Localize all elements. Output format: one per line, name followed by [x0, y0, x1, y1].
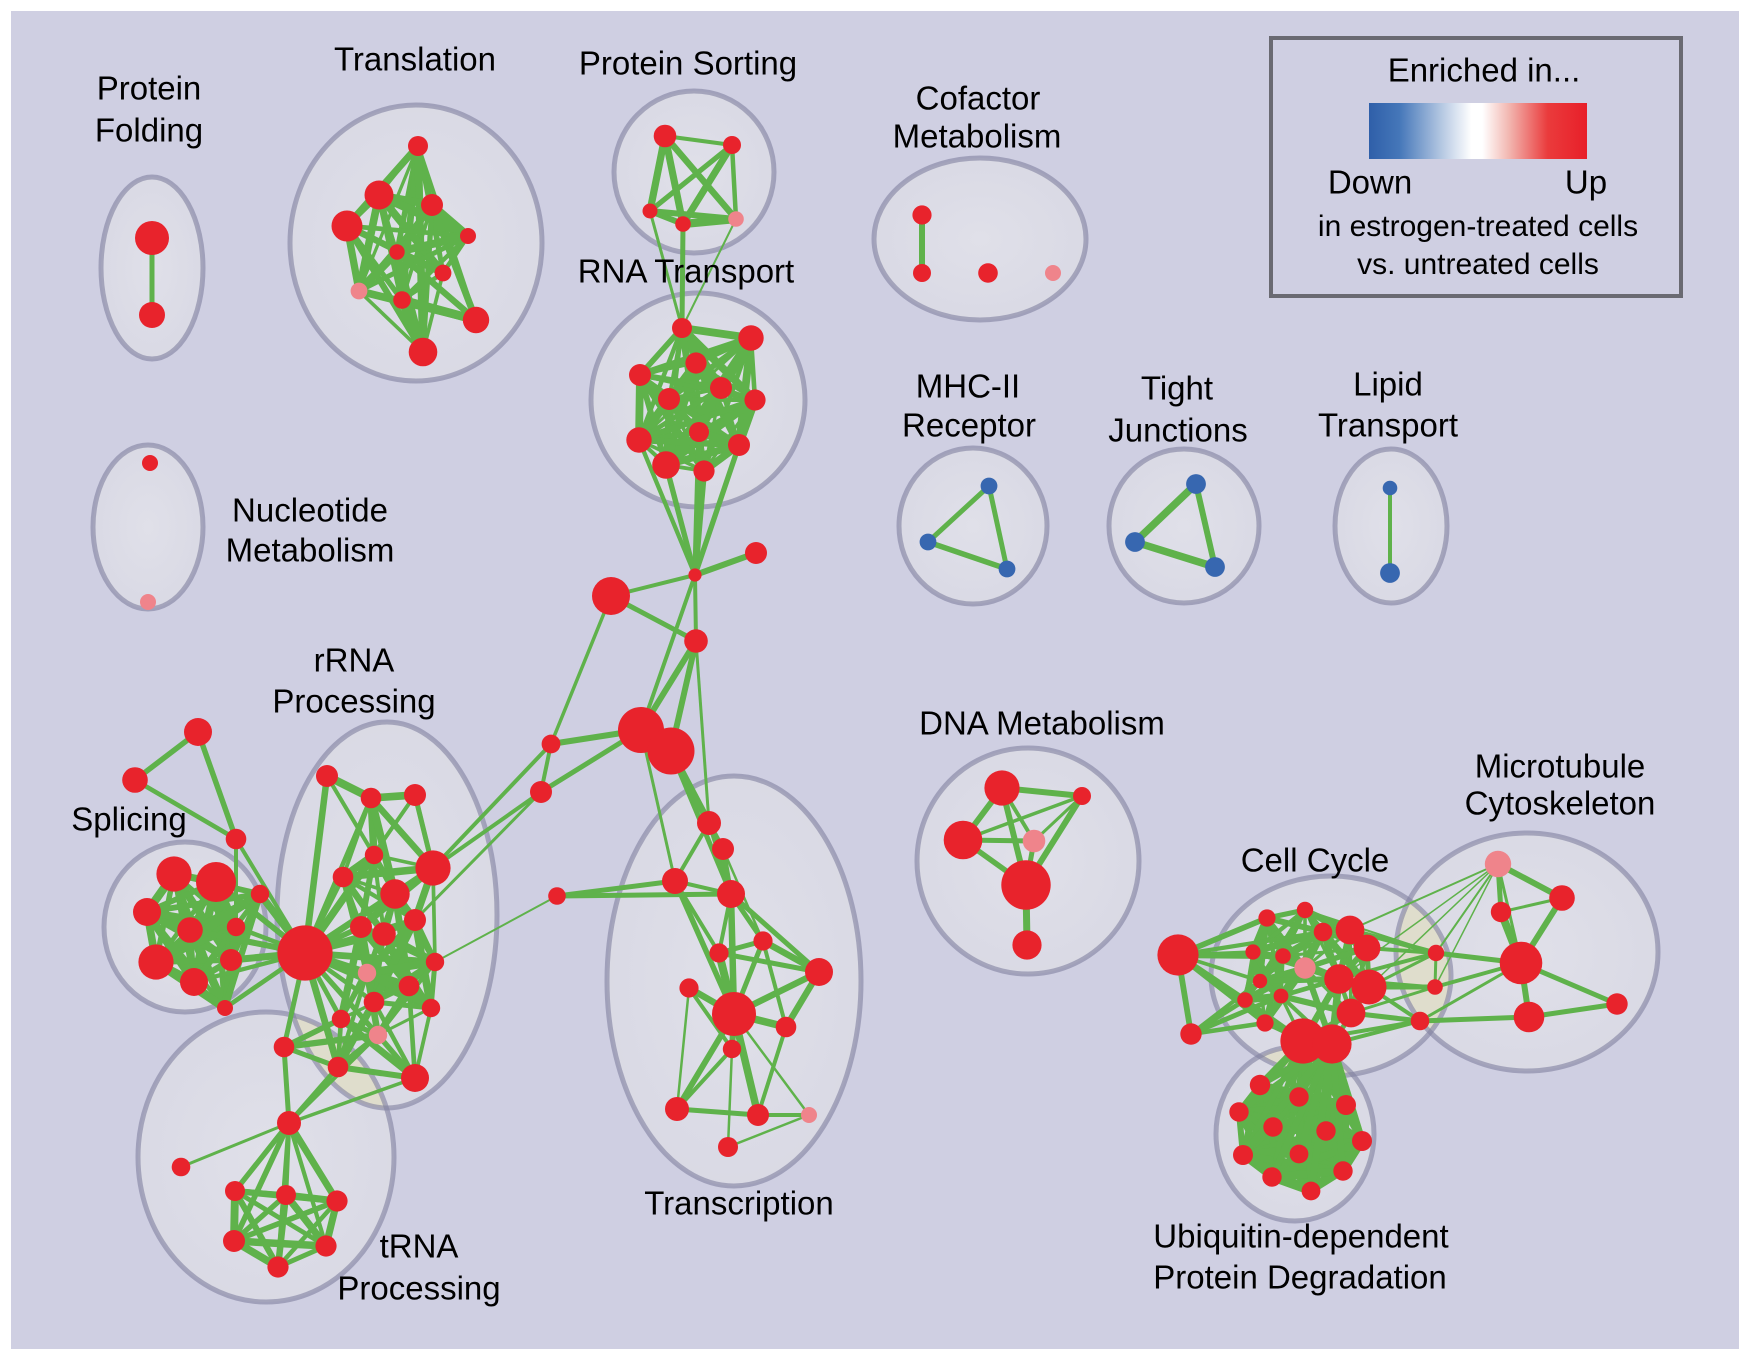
svg-text:Metabolism: Metabolism: [226, 532, 395, 569]
svg-text:in estrogen-treated cells: in estrogen-treated cells: [1318, 210, 1638, 243]
svg-text:rRNA: rRNA: [314, 642, 395, 679]
svg-text:Metabolism: Metabolism: [893, 118, 1062, 155]
svg-text:Processing: Processing: [272, 683, 435, 720]
svg-text:Enriched in...: Enriched in...: [1388, 52, 1581, 89]
svg-text:Up: Up: [1565, 164, 1607, 201]
svg-text:vs. untreated cells: vs. untreated cells: [1357, 248, 1599, 281]
svg-text:Folding: Folding: [95, 112, 203, 149]
svg-text:RNA Transport: RNA Transport: [578, 253, 794, 290]
svg-text:Tight: Tight: [1141, 370, 1213, 407]
svg-text:Protein Sorting: Protein Sorting: [579, 45, 797, 82]
svg-text:tRNA: tRNA: [380, 1228, 459, 1265]
svg-text:Transport: Transport: [1318, 407, 1458, 444]
svg-text:Lipid: Lipid: [1353, 366, 1423, 403]
svg-text:Transcription: Transcription: [644, 1185, 834, 1222]
svg-text:Protein: Protein: [97, 70, 202, 107]
svg-text:Processing: Processing: [337, 1270, 500, 1307]
svg-text:Protein Degradation: Protein Degradation: [1153, 1259, 1447, 1296]
svg-text:Nucleotide: Nucleotide: [232, 492, 388, 529]
svg-text:MHC-II: MHC-II: [916, 368, 1020, 405]
svg-text:Down: Down: [1328, 164, 1412, 201]
svg-text:Ubiquitin-dependent: Ubiquitin-dependent: [1153, 1218, 1448, 1255]
svg-text:Cytoskeleton: Cytoskeleton: [1465, 785, 1656, 822]
svg-text:Cofactor: Cofactor: [916, 80, 1041, 117]
svg-text:Microtubule: Microtubule: [1475, 748, 1646, 785]
svg-text:Junctions: Junctions: [1108, 412, 1247, 449]
svg-text:Splicing: Splicing: [71, 801, 187, 838]
svg-text:Cell Cycle: Cell Cycle: [1241, 842, 1390, 879]
svg-text:DNA Metabolism: DNA Metabolism: [919, 705, 1165, 742]
svg-text:Translation: Translation: [334, 41, 496, 78]
svg-text:Receptor: Receptor: [902, 407, 1036, 444]
